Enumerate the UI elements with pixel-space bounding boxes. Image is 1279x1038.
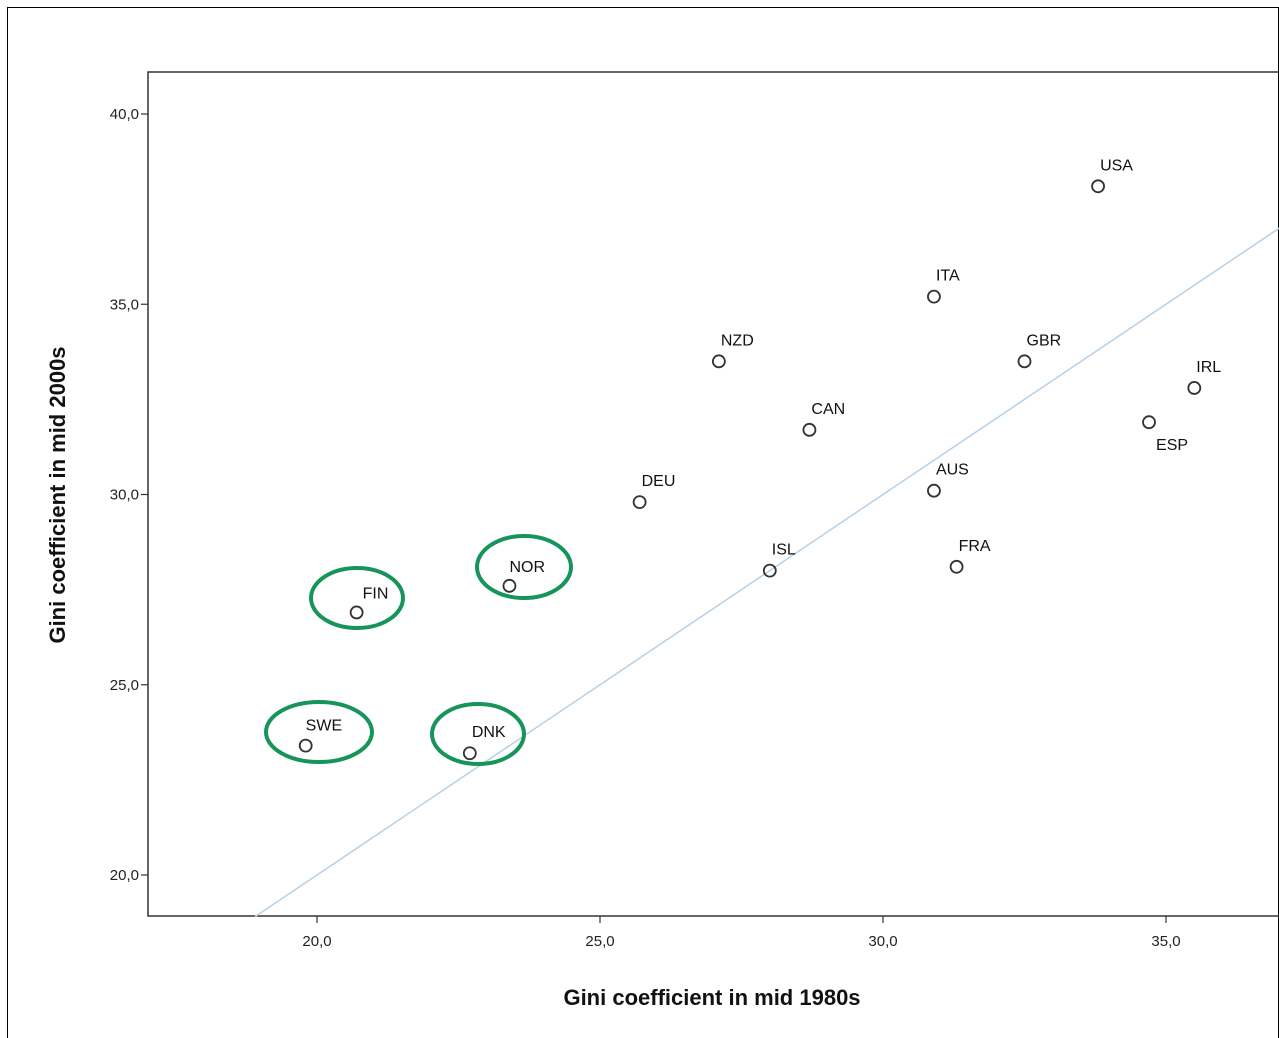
reference-line-layer [254,227,1279,918]
y-tick-label: 25,0 [110,677,139,694]
point-gbr [1017,354,1032,369]
point-nor [502,578,517,593]
point-label-gbr: GBR [1027,332,1062,349]
x-tick-label: 35,0 [1151,933,1180,950]
plot-area [147,71,1279,917]
point-label-fin: FIN [363,585,389,602]
x-tick-label: 30,0 [868,933,897,950]
point-label-dnk: DNK [472,724,506,741]
point-label-swe: SWE [306,718,342,735]
point-usa [1091,179,1105,194]
y-tick-label: 30,0 [110,487,139,504]
point-label-deu: DEU [642,473,676,490]
point-label-irl: IRL [1196,359,1221,376]
point-aus [927,483,941,498]
x-axis-title: Gini coefficient in mid 1980s [563,985,860,1010]
point-label-esp: ESP [1156,437,1188,454]
point-label-can: CAN [811,401,845,418]
point-fin [349,605,364,620]
plot-border [147,71,1279,917]
point-nzd [711,354,726,369]
point-label-nzd: NZD [721,332,754,349]
point-deu [632,495,647,510]
axes-layer: 20,0 25,0 30,0 35,0 20,0 25,0 30,0 35,0 40,0 [110,106,1181,950]
y-axis-title: Gini coefficient in mid 2000s [45,346,70,643]
highlight-layer [264,534,573,766]
y-tick-label: 40,0 [110,106,139,123]
point-label-usa: USA [1100,157,1133,174]
point-label-isl: ISL [772,542,796,559]
point-label-ita: ITA [936,268,960,285]
x-tick-label: 20,0 [302,933,331,950]
highlight-ellipse-dnk [430,702,526,766]
reference-line [254,227,1279,918]
highlight-ellipse-fin [309,566,405,630]
point-dnk [462,746,477,761]
y-tick-label: 35,0 [110,296,139,313]
point-can [802,422,817,437]
point-label-nor: NOR [509,559,545,576]
y-tick-label: 20,0 [110,867,139,884]
point-swe [298,738,313,753]
x-tick-label: 25,0 [585,933,614,950]
point-label-fra: FRA [959,538,991,555]
highlight-ellipse-nor [475,534,573,600]
point-ita [927,289,941,304]
point-isl [762,563,777,578]
point-label-aus: AUS [936,462,969,479]
highlight-ellipse-swe [264,700,374,764]
point-irl [1187,381,1202,395]
point-fra [949,559,964,574]
points-layer: USA ITA NZD GBR IRL ESP CAN AUS DEU ISL FRA NOR FIN S… [298,157,1221,761]
point-esp [1142,415,1156,430]
